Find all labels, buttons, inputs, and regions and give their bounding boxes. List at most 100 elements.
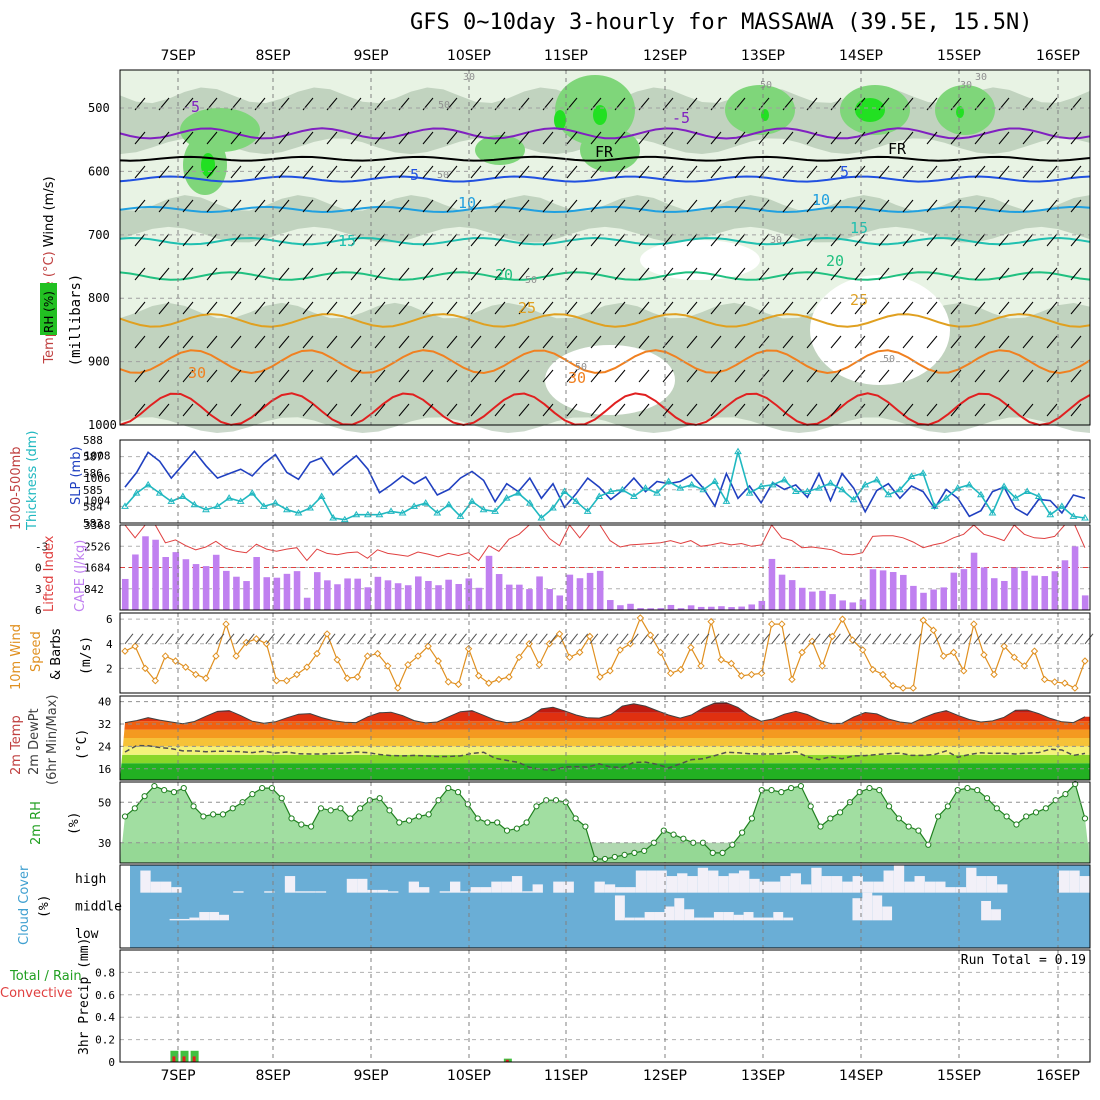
rh-point — [1023, 813, 1030, 820]
cape-bar — [182, 559, 190, 610]
rh-axis-units: (%) — [67, 812, 82, 835]
rh-point — [435, 797, 442, 804]
wind-barb — [902, 233, 914, 247]
rh-point — [797, 782, 805, 790]
rh-point — [308, 823, 315, 830]
rh-point — [758, 787, 765, 794]
wind-barb — [1070, 165, 1082, 179]
wind-barb — [589, 633, 599, 645]
thickness-point — [410, 502, 419, 509]
thickness-point — [953, 484, 962, 491]
wind-barb — [806, 335, 818, 349]
rh-point — [856, 789, 863, 796]
wind-barb — [1022, 233, 1034, 247]
date-label-bottom: 8SEP — [255, 1068, 290, 1084]
cape-bar — [505, 584, 513, 610]
date-label-bottom: 15SEP — [937, 1068, 981, 1084]
cape-bar — [263, 577, 271, 610]
cloud-cover-bar — [367, 889, 378, 893]
rh-point — [944, 803, 951, 810]
rh-point — [425, 811, 432, 818]
cloud-cover-bar — [704, 917, 714, 921]
temp-band — [120, 738, 1090, 747]
slp-tick-label: 1008 — [84, 450, 111, 463]
cloud-cover-bar — [284, 876, 296, 893]
thickness-point — [780, 475, 789, 483]
cloud-cover-bar — [408, 881, 420, 893]
wind-barb — [734, 131, 746, 145]
isotherm-label: 15 — [338, 232, 356, 250]
wind-barb — [230, 131, 242, 145]
wind-barb — [302, 131, 314, 145]
rh-legend-swatch — [40, 283, 57, 335]
wind-barb — [1022, 131, 1034, 145]
rh-point — [993, 805, 1000, 812]
temp-tick-label: 24 — [98, 740, 112, 753]
cloud-cover-bar — [305, 891, 316, 893]
thickness-point — [653, 489, 661, 496]
wind-speed-point — [919, 616, 928, 625]
cloud-cover-bar — [842, 881, 853, 893]
rh-point — [210, 811, 217, 818]
pressure-tick-label: 600 — [88, 164, 110, 178]
wind-barb — [854, 131, 866, 145]
wind-barb — [791, 633, 801, 645]
panel-frame — [119, 864, 1091, 949]
thickness-point — [387, 507, 395, 514]
thickness-point — [340, 515, 349, 523]
rh-point — [170, 789, 178, 796]
wind-barb — [302, 233, 314, 247]
rh-axis-label: 2m RH — [29, 801, 44, 845]
wind-barb — [710, 199, 722, 213]
cloud-sky — [130, 865, 1090, 948]
thickness-point — [525, 499, 534, 506]
isotherm-line — [119, 127, 1091, 140]
wind-barb — [326, 131, 338, 145]
wind-barb — [599, 633, 609, 645]
thickness-point — [930, 502, 939, 509]
wind-barb — [245, 633, 255, 645]
rh-saturated-area — [761, 109, 769, 121]
cloud-cover-bar — [713, 912, 724, 921]
wind-speed-point — [141, 664, 149, 673]
wind-speed-point — [656, 648, 665, 657]
dewpoint-line — [124, 744, 1086, 771]
cloud-cover-bar — [501, 881, 512, 893]
wind-barb — [206, 335, 218, 349]
cape-bar — [930, 589, 937, 610]
cloud-cover-bar — [831, 876, 843, 893]
date-label-bottom: 13SEP — [741, 1068, 785, 1084]
wind-speed-point — [990, 670, 998, 679]
cape-bar — [940, 587, 948, 610]
wind-barb — [830, 233, 842, 247]
wind-barb — [134, 403, 146, 417]
cape-bar — [617, 605, 624, 610]
cape-bar — [516, 584, 523, 610]
wind-barb — [734, 403, 746, 417]
rh-saturated-area — [956, 106, 964, 118]
wind-barb — [1046, 335, 1058, 349]
precip-tick-label: 0 — [108, 1056, 115, 1069]
wind-barb — [998, 165, 1010, 179]
wind-barb — [254, 233, 266, 247]
slp-tick-label: 1006 — [84, 472, 111, 485]
cloud-cover-bar — [955, 887, 967, 893]
wind-barb — [983, 633, 993, 645]
rh-point — [405, 817, 413, 824]
date-label-top: 8SEP — [255, 48, 290, 64]
cape-bar — [900, 574, 907, 610]
wind-barb — [206, 301, 218, 315]
wind-speed-point — [404, 660, 412, 669]
wind-barb — [670, 633, 680, 645]
wind-barb — [686, 369, 698, 383]
wind-barb — [134, 199, 146, 213]
rh-point — [885, 803, 893, 810]
cape-bar — [1041, 576, 1049, 610]
wind-barb — [470, 403, 482, 417]
cape-bar — [536, 576, 543, 610]
cloud-cover-bar — [511, 876, 523, 893]
wind-barb — [326, 233, 338, 247]
wind-barb — [278, 335, 290, 349]
thickness-point — [664, 477, 673, 484]
pressure-tick-label: 1000 — [88, 418, 117, 432]
